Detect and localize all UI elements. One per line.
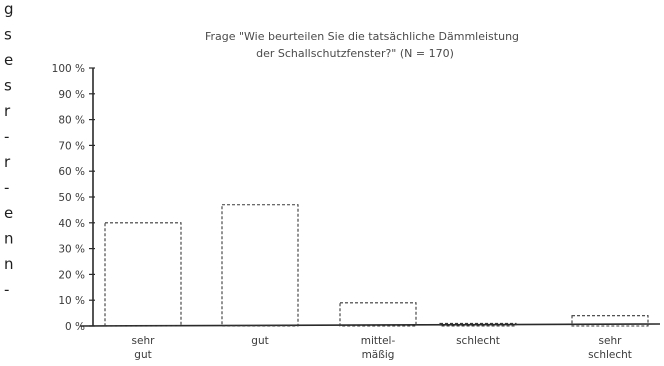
margin-glyph: g: [4, 0, 14, 18]
y-tick-label: 10 %: [58, 295, 85, 307]
x-tick-label: schlecht: [588, 349, 632, 361]
x-tick-label: sehr: [132, 335, 156, 347]
x-tick-label: gut: [251, 335, 268, 347]
bars: [104, 204, 649, 327]
margin-glyph: e: [4, 204, 13, 222]
y-tick-label: 60 %: [58, 166, 85, 178]
margin-glyph: e: [4, 51, 13, 69]
margin-glyph: -: [4, 179, 9, 197]
x-tick-label: mittel-: [361, 335, 396, 347]
margin-glyph: -: [4, 128, 9, 146]
x-axis-labels: sehr gut gut mittel-mäßig schlecht sehr schlec…: [132, 335, 632, 361]
y-tick-label: 70 %: [58, 140, 85, 152]
margin-glyph: n: [4, 230, 14, 248]
y-axis-ticks: 0 % 10 % 20 % 30 % 40 % 50 % 60 % 70 % 80 % 90 % 1…: [52, 63, 95, 333]
y-tick-label: 80 %: [58, 115, 85, 127]
margin-glyph: -: [4, 281, 9, 299]
x-tick-label: schlecht: [456, 335, 500, 347]
y-tick-label: 90 %: [58, 89, 85, 101]
margin-glyph: s: [4, 77, 12, 95]
y-tick-label: 30 %: [58, 244, 85, 256]
bar: [104, 222, 182, 327]
margin-glyph: n: [4, 255, 14, 273]
bar: [571, 315, 649, 327]
bar: [439, 322, 517, 327]
x-tick-label: gut: [134, 349, 151, 361]
chart-subtitle: der Schallschutzfenster?" (N = 170): [256, 47, 454, 60]
bar: [221, 204, 299, 327]
y-tick-label: 40 %: [58, 218, 85, 230]
y-tick-label: 50 %: [58, 192, 85, 204]
margin-glyph: r: [4, 153, 11, 171]
x-tick-label: mäßig: [362, 349, 395, 361]
x-axis-line: [79, 323, 661, 327]
bar: [339, 302, 417, 327]
margin-glyph: s: [4, 26, 12, 44]
y-tick-label: 100 %: [52, 63, 85, 75]
margin-glyph: r: [4, 102, 11, 120]
x-tick-label: sehr: [599, 335, 623, 347]
chart-title: Frage "Wie beurteilen Sie die tatsächlic…: [205, 30, 519, 43]
y-tick-label: 20 %: [58, 269, 85, 281]
y-tick-label: 0 %: [65, 321, 85, 333]
